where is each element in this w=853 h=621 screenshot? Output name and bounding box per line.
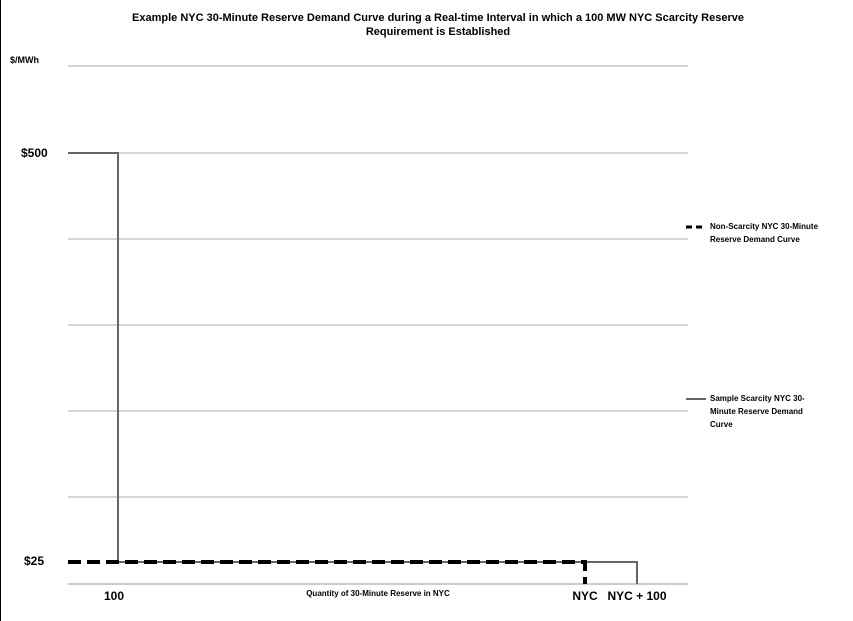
legend-label-non-scarcity-line-2: Reserve Demand Curve	[710, 235, 800, 244]
chart-title-line-1: Example NYC 30-Minute Reserve Demand Cur…	[132, 12, 744, 24]
series-layer	[68, 152, 638, 584]
series-line-scarcity	[68, 152, 638, 584]
y-axis-label: $/MWh	[10, 55, 39, 65]
legend: Non-Scarcity NYC 30-Minute Reserve Deman…	[686, 222, 819, 429]
x-tick-label-nyc-plus-100: NYC + 100	[607, 589, 666, 603]
x-tick-label-100: 100	[104, 589, 124, 603]
x-axis-label: Quantity of 30-Minute Reserve in NYC	[306, 589, 450, 598]
series-line-non-scarcity	[68, 560, 587, 584]
legend-label-scarcity-line-1: Sample Scarcity NYC 30-	[710, 394, 805, 403]
legend-label-scarcity-line-2: Minute Reserve Demand	[710, 407, 803, 416]
legend-label-scarcity-line-3: Curve	[710, 420, 733, 429]
gridlines	[68, 65, 688, 585]
chart-title-line-2: Requirement is Established	[366, 26, 510, 38]
chart-frame-edge	[0, 0, 1, 621]
x-tick-label-nyc: NYC	[572, 589, 598, 603]
legend-label-non-scarcity-line-1: Non-Scarcity NYC 30-Minute	[710, 222, 819, 231]
y-tick-label-25: $25	[24, 554, 44, 568]
y-tick-label-500: $500	[21, 146, 48, 160]
